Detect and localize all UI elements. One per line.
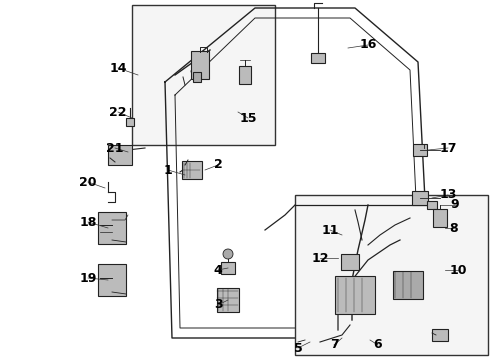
Bar	[217, 288, 239, 312]
Text: 7: 7	[330, 338, 339, 351]
Bar	[126, 118, 134, 126]
Text: 11: 11	[321, 224, 339, 237]
Bar	[427, 201, 437, 209]
Bar	[413, 144, 427, 156]
Bar	[295, 195, 488, 355]
Bar	[132, 5, 275, 145]
Bar	[108, 145, 132, 165]
Text: 15: 15	[239, 112, 257, 125]
Text: 2: 2	[214, 158, 222, 171]
Bar	[221, 262, 235, 274]
Text: 21: 21	[106, 141, 124, 154]
Text: 6: 6	[374, 338, 382, 351]
Bar	[341, 254, 359, 270]
Text: 4: 4	[214, 264, 222, 276]
Text: 5: 5	[294, 342, 302, 355]
Text: 17: 17	[439, 141, 457, 154]
Text: 13: 13	[440, 189, 457, 202]
Text: 18: 18	[79, 216, 97, 229]
Bar	[393, 271, 423, 299]
Text: 3: 3	[214, 298, 222, 311]
Bar	[432, 329, 448, 341]
Text: 19: 19	[79, 271, 97, 284]
Text: 1: 1	[164, 163, 172, 176]
Bar	[98, 212, 126, 244]
Bar	[191, 51, 209, 79]
Bar	[433, 209, 447, 227]
Bar	[412, 191, 428, 205]
Text: 22: 22	[109, 105, 127, 118]
Bar	[182, 161, 202, 179]
Bar	[335, 276, 375, 314]
Text: 16: 16	[359, 39, 377, 51]
Text: 20: 20	[79, 175, 97, 189]
Bar	[193, 72, 201, 82]
Text: 12: 12	[311, 252, 329, 265]
Circle shape	[223, 249, 233, 259]
Text: 14: 14	[109, 62, 127, 75]
Text: 8: 8	[450, 221, 458, 234]
Bar	[98, 264, 126, 296]
Text: 10: 10	[449, 264, 467, 276]
Text: 9: 9	[451, 198, 459, 211]
Bar	[311, 53, 325, 63]
Bar	[239, 66, 251, 84]
